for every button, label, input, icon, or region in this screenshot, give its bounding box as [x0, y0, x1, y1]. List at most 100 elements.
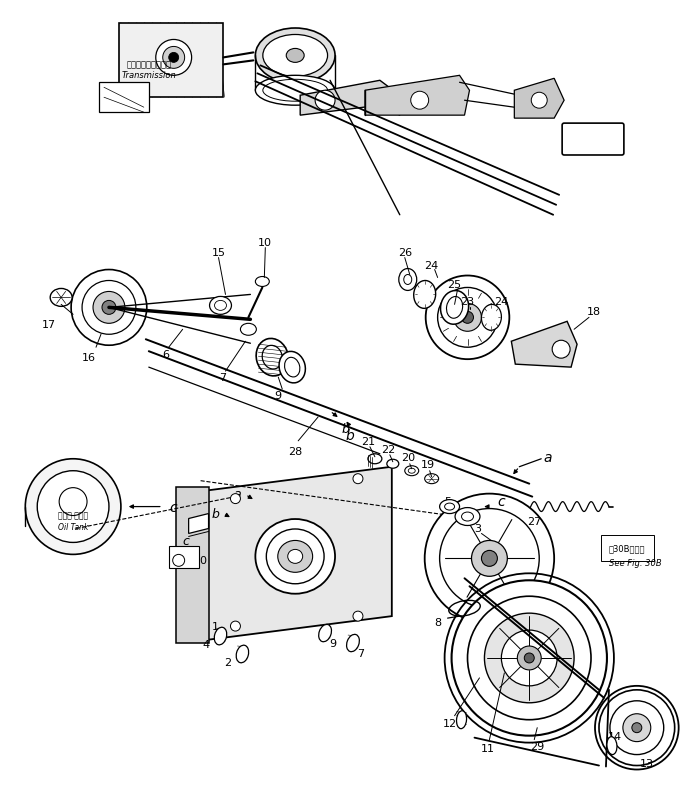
Ellipse shape [263, 80, 328, 102]
Circle shape [173, 555, 184, 567]
Ellipse shape [255, 29, 335, 83]
Ellipse shape [256, 339, 288, 376]
Ellipse shape [319, 625, 331, 642]
Text: Transmission: Transmission [121, 71, 176, 79]
Polygon shape [176, 487, 209, 643]
Text: 19: 19 [421, 460, 435, 469]
Ellipse shape [262, 346, 283, 370]
Ellipse shape [457, 711, 466, 729]
Ellipse shape [405, 466, 419, 476]
Text: 28: 28 [288, 446, 302, 456]
Text: 22: 22 [380, 444, 395, 454]
Circle shape [425, 494, 554, 623]
Text: 26: 26 [398, 247, 412, 257]
Text: 9: 9 [329, 638, 337, 648]
Text: 11: 11 [480, 743, 494, 752]
Circle shape [632, 723, 642, 733]
Text: 17: 17 [42, 320, 56, 330]
Ellipse shape [455, 508, 480, 526]
Text: 2: 2 [224, 657, 231, 667]
Circle shape [168, 54, 179, 63]
Ellipse shape [346, 634, 360, 652]
Text: c: c [498, 494, 505, 508]
Ellipse shape [607, 737, 617, 755]
Ellipse shape [286, 50, 304, 63]
Ellipse shape [50, 289, 72, 307]
Ellipse shape [240, 324, 256, 336]
Circle shape [411, 92, 429, 110]
Text: 27: 27 [527, 516, 541, 526]
Ellipse shape [236, 646, 249, 663]
Circle shape [501, 630, 557, 686]
Circle shape [102, 301, 116, 315]
Circle shape [471, 541, 507, 577]
Ellipse shape [445, 504, 455, 510]
Circle shape [315, 91, 335, 111]
Circle shape [25, 460, 121, 555]
Circle shape [468, 597, 591, 720]
Bar [99, 83, 149, 113]
Ellipse shape [255, 76, 335, 106]
Text: 12: 12 [443, 718, 457, 727]
Circle shape [454, 304, 482, 332]
Text: 1: 1 [212, 622, 219, 631]
Text: 3: 3 [474, 524, 481, 534]
Text: 31: 31 [172, 545, 186, 556]
Polygon shape [514, 79, 564, 119]
Ellipse shape [414, 282, 436, 309]
Text: 24: 24 [425, 260, 439, 270]
Ellipse shape [439, 500, 459, 514]
Ellipse shape [255, 520, 335, 594]
Circle shape [610, 701, 664, 755]
Circle shape [37, 471, 109, 543]
Ellipse shape [446, 297, 463, 319]
Circle shape [93, 292, 125, 324]
Text: 30: 30 [193, 556, 208, 565]
Text: a: a [543, 450, 552, 464]
Text: 7: 7 [358, 648, 365, 658]
Polygon shape [300, 81, 400, 116]
Ellipse shape [279, 352, 306, 383]
Text: 21: 21 [361, 436, 375, 446]
Text: FWD: FWD [575, 133, 611, 147]
Circle shape [484, 614, 574, 703]
Ellipse shape [255, 277, 270, 287]
Ellipse shape [278, 541, 313, 573]
Text: See Fig. 30B: See Fig. 30B [609, 559, 662, 568]
Circle shape [163, 47, 184, 69]
Ellipse shape [398, 269, 416, 291]
Text: 10: 10 [258, 237, 272, 247]
Polygon shape [365, 76, 469, 116]
Text: 14: 14 [608, 731, 622, 741]
Text: c: c [182, 534, 189, 547]
Text: c: c [169, 500, 177, 514]
Ellipse shape [425, 474, 439, 484]
Text: 8: 8 [434, 618, 441, 627]
Polygon shape [206, 467, 392, 640]
Text: 29: 29 [530, 741, 545, 751]
Circle shape [156, 40, 192, 76]
Text: 16: 16 [82, 353, 96, 363]
Circle shape [532, 93, 547, 109]
Circle shape [71, 270, 147, 346]
Circle shape [82, 282, 136, 335]
Circle shape [439, 509, 539, 609]
Circle shape [525, 653, 534, 663]
Ellipse shape [408, 468, 415, 474]
Circle shape [623, 714, 651, 742]
Circle shape [552, 341, 570, 358]
Circle shape [452, 581, 607, 735]
Text: トランスミッション: トランスミッション [126, 61, 171, 70]
Text: a: a [234, 488, 241, 500]
Bar [168, 547, 199, 569]
Ellipse shape [387, 460, 398, 468]
Text: 25: 25 [448, 280, 462, 290]
Ellipse shape [266, 529, 324, 584]
Circle shape [353, 474, 363, 484]
Polygon shape [188, 514, 209, 534]
Text: 23: 23 [460, 297, 475, 307]
Text: オイル タンク: オイル タンク [58, 510, 88, 520]
Ellipse shape [441, 291, 468, 325]
Text: 20: 20 [401, 452, 415, 462]
Polygon shape [511, 322, 577, 367]
